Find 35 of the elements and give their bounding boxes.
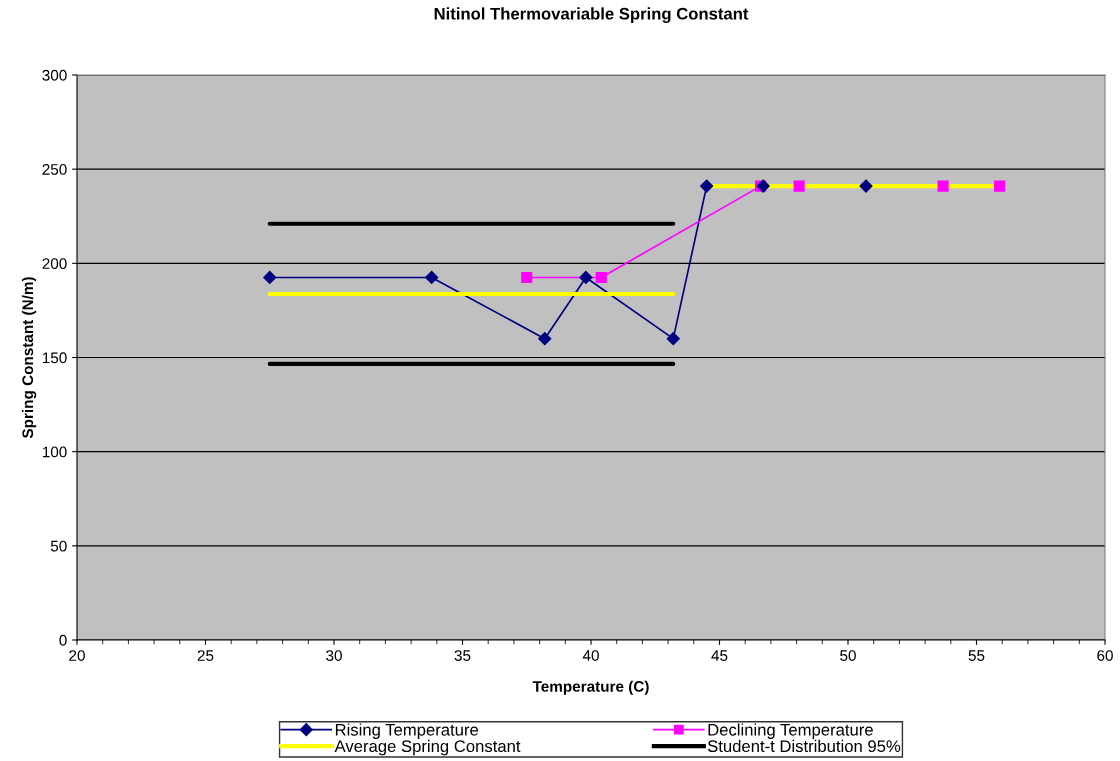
x-tick-label: 55 (968, 650, 985, 661)
y-tick-label: 0 (59, 634, 67, 646)
point (937, 180, 949, 192)
x-tick-label: 35 (454, 650, 471, 661)
point (425, 270, 439, 285)
point (595, 271, 607, 284)
y-tick-label: 300 (42, 69, 67, 81)
point (666, 332, 680, 346)
x-tick-label: 25 (197, 650, 214, 661)
point (263, 270, 277, 285)
legend-label: Rising Temperature (335, 723, 479, 739)
chart-title: Nitinol Thermovariable Spring Constant (434, 7, 749, 23)
point (994, 180, 1006, 192)
y-axis-title: Spring Constant (N/m) (21, 277, 37, 439)
legend-label: Student-t Distribution 95% (707, 739, 901, 753)
x-tick-label: 45 (711, 650, 728, 661)
x-tick-label: 30 (326, 650, 342, 661)
legend-label: Declining Temperature (708, 723, 873, 739)
point (521, 271, 533, 284)
y-tick-label: 50 (50, 540, 67, 552)
point (793, 180, 805, 192)
y-tick-label: 200 (42, 258, 67, 270)
x-tick-label: 60 (1097, 650, 1113, 661)
point (859, 179, 873, 193)
legend-label: Average Spring Constant (334, 739, 521, 756)
point (579, 270, 593, 285)
x-axis-title: Temperature (C) (532, 680, 649, 695)
point (700, 179, 714, 193)
y-tick-label: 250 (42, 164, 67, 175)
x-tick-label: 20 (69, 650, 85, 661)
y-tick-label: 150 (42, 352, 67, 364)
point (538, 332, 552, 346)
x-tick-label: 40 (582, 650, 599, 661)
x-tick-label: 50 (840, 650, 856, 661)
y-tick-label: 100 (42, 446, 67, 458)
